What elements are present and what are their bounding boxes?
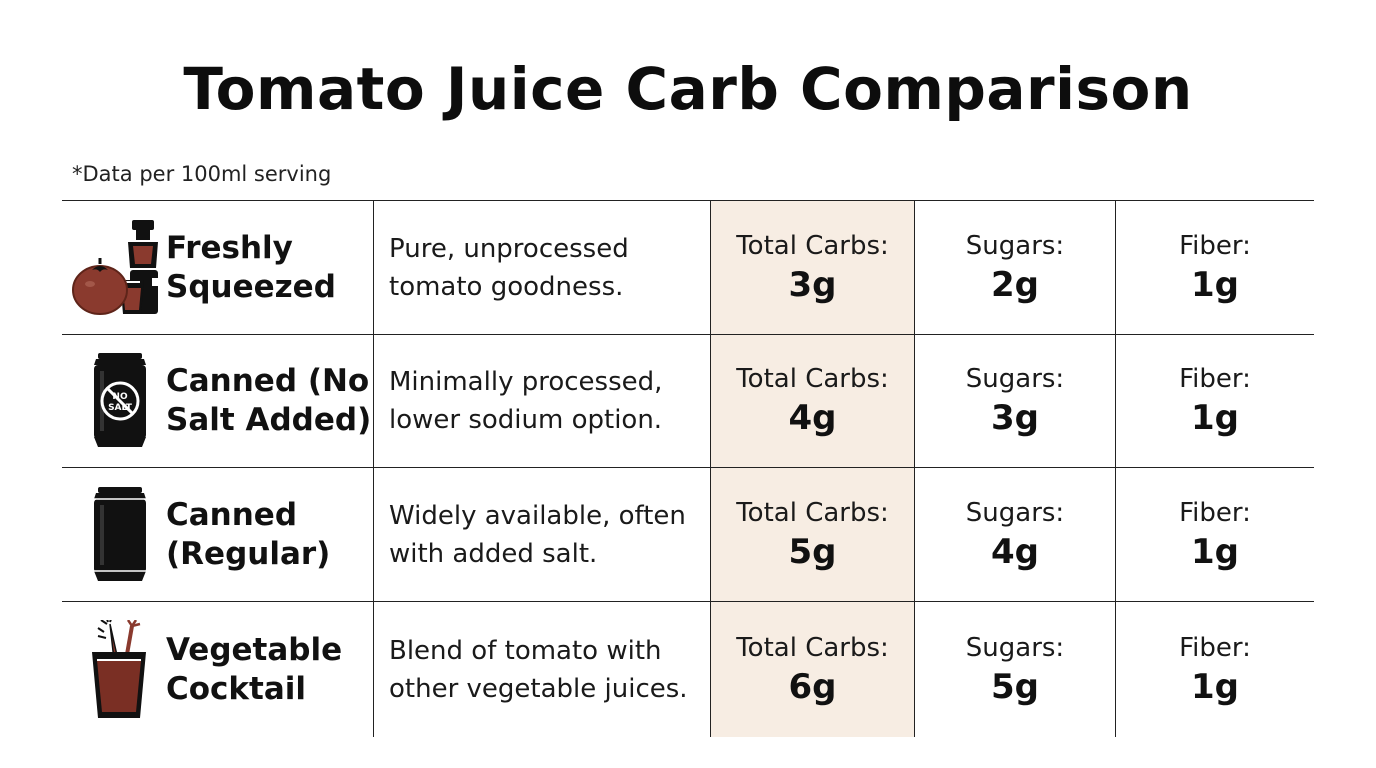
total-carbs-label: Total Carbs: (736, 364, 889, 394)
sugars-label: Sugars: (965, 230, 1065, 261)
fiber-label: Fiber: (1179, 364, 1251, 394)
vegetable-glass-icon (70, 615, 170, 725)
sugars-value: 4g (991, 531, 1039, 572)
sugars-label: Sugars: (965, 497, 1065, 528)
juice-type-cell: NO SALT Canned (No Salt Added) (62, 335, 374, 468)
total-carbs-cell: Total Carbs: 5g (711, 468, 915, 602)
no-salt-can-icon: NO SALT (70, 346, 170, 456)
juice-type-name: Vegetable Cocktail (166, 631, 343, 707)
total-carbs-label: Total Carbs: (736, 497, 889, 528)
fiber-cell: Fiber: 1g (1116, 335, 1314, 468)
comparison-table: Freshly Squeezed Pure, unprocessed tomat… (62, 200, 1314, 737)
fiber-value: 1g (1191, 264, 1239, 305)
sugars-value: 5g (991, 666, 1039, 707)
total-carbs-value: 5g (788, 531, 837, 572)
sugars-label: Sugars: (965, 364, 1065, 394)
can-icon (70, 480, 170, 590)
fiber-label: Fiber: (1179, 230, 1251, 261)
total-carbs-label: Total Carbs: (736, 632, 889, 663)
fiber-label: Fiber: (1179, 632, 1251, 663)
description-cell: Pure, unprocessed tomato goodness. (374, 201, 711, 335)
juice-description: Widely available, often with added salt. (389, 500, 686, 569)
description-cell: Minimally processed, lower sodium option… (374, 335, 711, 468)
fiber-value: 1g (1191, 398, 1239, 438)
fiber-value: 1g (1191, 666, 1239, 707)
description-cell: Blend of tomato with other vegetable jui… (374, 602, 711, 737)
juice-type-name: Freshly Squeezed (166, 229, 336, 305)
fiber-value: 1g (1191, 531, 1239, 572)
description-cell: Widely available, often with added salt. (374, 468, 711, 602)
total-carbs-cell: Total Carbs: 6g (711, 602, 915, 737)
fiber-cell: Fiber: 1g (1116, 201, 1314, 335)
fiber-cell: Fiber: 1g (1116, 468, 1314, 602)
juice-type-cell: Canned (Regular) (62, 468, 374, 602)
serving-note: *Data per 100ml serving (72, 162, 332, 186)
total-carbs-value: 3g (788, 264, 837, 305)
page-title: Tomato Juice Carb Comparison (183, 55, 1193, 123)
juice-description: Blend of tomato with other vegetable jui… (389, 635, 688, 704)
fiber-cell: Fiber: 1g (1116, 602, 1314, 737)
juice-description: Pure, unprocessed tomato goodness. (389, 233, 629, 302)
sugars-value: 3g (991, 398, 1039, 438)
sugars-label: Sugars: (965, 632, 1065, 663)
sugars-cell: Sugars: 2g (915, 201, 1116, 335)
juice-type-name: Canned (No Salt Added) (166, 363, 372, 438)
sugars-cell: Sugars: 3g (915, 335, 1116, 468)
juice-description: Minimally processed, lower sodium option… (389, 367, 663, 435)
juice-type-name: Canned (Regular) (166, 496, 331, 572)
total-carbs-cell: Total Carbs: 3g (711, 201, 915, 335)
fiber-label: Fiber: (1179, 497, 1251, 528)
sugars-cell: Sugars: 5g (915, 602, 1116, 737)
total-carbs-cell: Total Carbs: 4g (711, 335, 915, 468)
total-carbs-value: 4g (788, 398, 837, 438)
sugars-value: 2g (991, 264, 1039, 305)
sugars-cell: Sugars: 4g (915, 468, 1116, 602)
total-carbs-label: Total Carbs: (736, 230, 889, 261)
tomato-juicer-icon (70, 213, 170, 323)
juice-type-cell: Freshly Squeezed (62, 201, 374, 335)
svg-text:NO: NO (112, 392, 128, 402)
svg-text:SALT: SALT (108, 403, 133, 413)
juice-type-cell: Vegetable Cocktail (62, 602, 374, 737)
total-carbs-value: 6g (788, 666, 837, 707)
